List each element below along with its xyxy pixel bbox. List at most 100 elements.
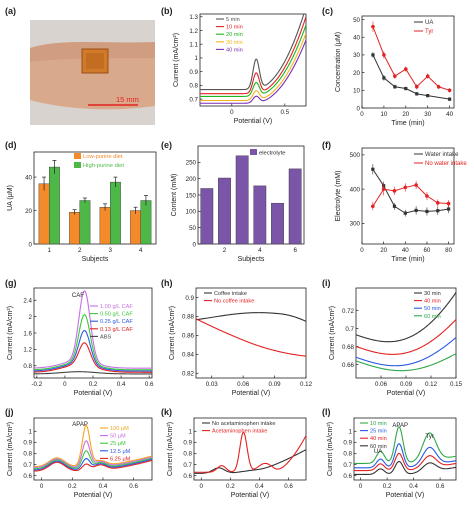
legend-label: 12.5 μM bbox=[110, 449, 131, 455]
peak-annotation: APAP bbox=[392, 423, 408, 429]
panel-letter: (h) bbox=[161, 278, 173, 288]
legend-label: No water intake bbox=[425, 161, 467, 167]
legend-label: 5 min bbox=[226, 17, 240, 23]
y-tick-label: 0.8 bbox=[183, 451, 192, 458]
y-tick-label: 0.9 bbox=[343, 440, 352, 447]
y-tick-label: 0.9 bbox=[189, 69, 198, 76]
plot-frame bbox=[197, 145, 305, 245]
y-tick-label: 20 bbox=[25, 208, 32, 215]
panel-l: (l) 0.6 0.7 0.8 0.9 1 0 0.2 0.4 0.6 Potential (V) C… bbox=[322, 407, 457, 499]
x-tick-label: 1 bbox=[48, 247, 52, 254]
plot-area bbox=[38, 160, 152, 244]
y-tick-label: 2 bbox=[29, 314, 33, 321]
bar bbox=[99, 206, 111, 244]
panel-e: (e) 0 50 100 150 200 250 2 4 6 Subjects Content (mM… bbox=[161, 140, 305, 263]
x-axis-label: Potential (V) bbox=[387, 390, 426, 397]
series-line bbox=[34, 450, 152, 470]
y-tick-label: 0.7 bbox=[189, 96, 198, 103]
data-point bbox=[404, 86, 408, 91]
x-axis-label: Time (min) bbox=[391, 256, 424, 263]
x-tick-label: 0.12 bbox=[425, 381, 438, 388]
series-line bbox=[372, 168, 449, 214]
data-point bbox=[415, 92, 419, 96]
panel-h: (h) 0.82 0.84 0.86 0.88 0.9 0.03 0.06 0.09 0.12 Po… bbox=[161, 278, 313, 397]
data-point bbox=[436, 209, 440, 213]
data-point bbox=[414, 208, 418, 212]
y-tick-label: 500 bbox=[350, 152, 361, 159]
bar bbox=[288, 168, 302, 244]
x-tick-label: 0.09 bbox=[269, 381, 282, 388]
legend-label: ABS bbox=[100, 334, 111, 340]
y-tick-label: 1 bbox=[29, 429, 33, 436]
x-tick-label: 0 bbox=[200, 483, 204, 490]
y-tick-label: 0.82 bbox=[182, 371, 195, 378]
data-point bbox=[436, 84, 441, 89]
y-tick-label: 0.7 bbox=[343, 462, 352, 469]
y-tick-label: 0 bbox=[193, 241, 197, 248]
legend-label: Acetaminophen intake bbox=[212, 429, 267, 435]
x-tick-label: 0.6 bbox=[145, 381, 154, 388]
legend-label: Tyr bbox=[425, 29, 433, 35]
data-point bbox=[435, 201, 440, 205]
y-tick-label: 1 bbox=[195, 55, 199, 62]
y-tick-label: 0.9 bbox=[183, 440, 192, 447]
series-line bbox=[372, 184, 449, 207]
bar bbox=[140, 200, 152, 244]
legend-label: 40 min bbox=[370, 436, 387, 442]
x-tick-label: 0.4 bbox=[255, 483, 264, 490]
x-tick-label: 10 bbox=[380, 111, 387, 118]
plot-frame bbox=[353, 417, 457, 481]
x-tick-label: 0.06 bbox=[375, 381, 388, 388]
legend-swatch bbox=[74, 153, 81, 159]
x-tick-label: 4 bbox=[139, 247, 143, 254]
series-line bbox=[372, 26, 450, 91]
legend-label: 30 min bbox=[424, 291, 441, 297]
legend-label: 60 min bbox=[370, 444, 387, 450]
plot-frame bbox=[33, 151, 157, 245]
data-point bbox=[426, 94, 430, 98]
y-tick-label: 30 bbox=[353, 52, 360, 59]
x-tick-label: 0.4 bbox=[409, 483, 418, 490]
legend-label: 50 μM bbox=[110, 434, 126, 440]
plot-frame bbox=[195, 287, 307, 379]
plot-area bbox=[196, 312, 306, 357]
legend-label: No coffee intake bbox=[214, 299, 254, 305]
data-point bbox=[448, 97, 452, 101]
legend-label: High-purine diet bbox=[83, 163, 124, 169]
y-tick-label: 1.2 bbox=[23, 347, 32, 354]
y-tick-label: 0.7 bbox=[345, 326, 354, 333]
panel-letter: (j) bbox=[5, 407, 14, 417]
x-tick-label: 2 bbox=[223, 247, 227, 254]
data-point bbox=[414, 84, 419, 89]
series-line bbox=[200, 33, 306, 102]
data-point bbox=[404, 67, 408, 71]
x-tick-label: 0.15 bbox=[450, 381, 463, 388]
series-line bbox=[34, 459, 152, 472]
peak-annotation: Tyr bbox=[426, 434, 434, 440]
x-tick-label: 0.09 bbox=[400, 381, 413, 388]
x-tick-label: 0 bbox=[230, 109, 234, 116]
y-tick-label: 0.66 bbox=[342, 362, 355, 369]
bar bbox=[271, 202, 284, 244]
legend-label: 0.50 g/L CAF bbox=[100, 312, 133, 318]
y-tick-label: 0.6 bbox=[23, 473, 32, 480]
legend-label: 0.25 g/L CAF bbox=[100, 319, 133, 325]
y-tick-label: 0.68 bbox=[342, 344, 355, 351]
y-tick-label: 2.4 bbox=[23, 298, 32, 305]
y-axis-label: Current (mA/cm²) bbox=[173, 33, 180, 87]
y-tick-label: 0 bbox=[357, 105, 361, 112]
data-point bbox=[425, 74, 430, 78]
legend-label: No acetaminophen intake bbox=[212, 421, 275, 427]
peak-annotation: CAF bbox=[72, 293, 84, 299]
panel-letter: (f) bbox=[322, 140, 331, 150]
x-tick-label: 20 bbox=[380, 247, 387, 254]
data-point bbox=[414, 183, 418, 187]
y-tick-label: 0.72 bbox=[342, 308, 355, 315]
series-line bbox=[34, 342, 152, 373]
y-tick-label: 0.84 bbox=[182, 352, 195, 359]
x-tick-label: 0 bbox=[63, 381, 67, 388]
plot-area bbox=[354, 426, 456, 476]
series-line bbox=[356, 319, 456, 355]
legend-swatch bbox=[250, 149, 257, 155]
panel-c: (c) 0 10 20 30 40 50 0 10 20 30 40 Time (min) Concent… bbox=[322, 6, 455, 127]
